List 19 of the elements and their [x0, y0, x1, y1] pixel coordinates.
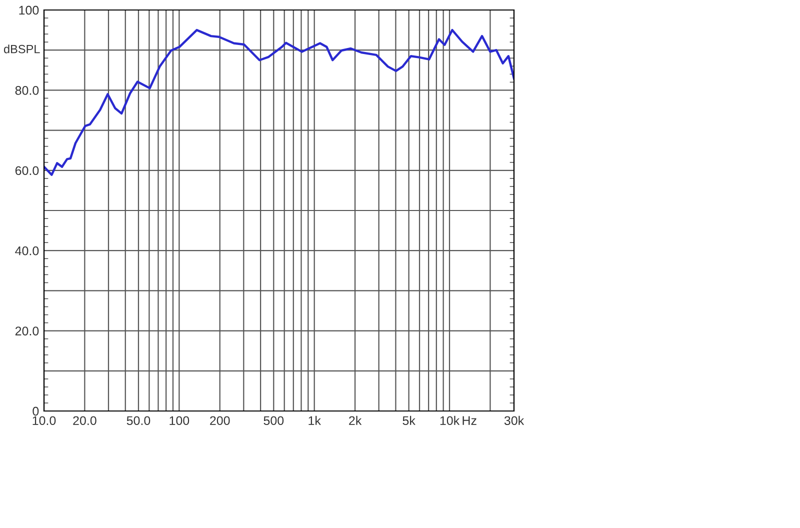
y-tick-label: 0	[32, 406, 39, 416]
x-tick-label: 2k	[349, 416, 362, 425]
y-tick-label: 60.0	[15, 166, 39, 176]
x-tick-label: 10.0	[32, 416, 56, 426]
x-tick-label: 10k	[440, 416, 460, 426]
x-tick-label: 5k	[402, 416, 416, 426]
x-axis-title: Hz	[462, 416, 476, 425]
x-tick-label: 50.0	[126, 416, 150, 426]
y-tick-label: 40.0	[15, 246, 39, 256]
y-axis-title: dBSPL	[4, 44, 40, 54]
x-tick-label: 1k	[308, 416, 321, 425]
x-tick-label: 200	[210, 416, 230, 426]
x-tick-label: 30k	[504, 416, 524, 426]
y-tick-label: 20.0	[15, 326, 39, 336]
y-tick-label: 100	[19, 6, 39, 15]
x-tick-label: 100	[170, 416, 190, 426]
y-tick-label: 80.0	[15, 86, 39, 95]
x-tick-label: 500	[264, 416, 284, 426]
x-tick-label: 20.0	[73, 416, 96, 426]
